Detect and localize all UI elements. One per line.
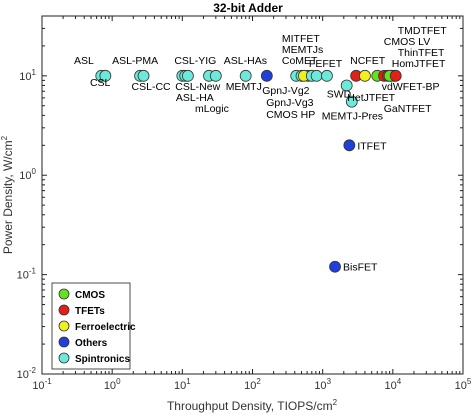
legend-marker: [58, 336, 70, 348]
y-tick-base: 10: [17, 369, 29, 381]
point-label: CSL-CC: [132, 81, 172, 93]
x-axis-label: Throughput Density, TIOPS/cm2: [167, 398, 338, 413]
legend-marker: [58, 304, 70, 316]
x-tick-label: 10-1: [32, 377, 52, 392]
legend-marker: [58, 352, 70, 364]
y-tick-exp: -1: [29, 267, 37, 276]
x-tick-exp: 0: [116, 377, 121, 386]
data-point: [329, 260, 341, 273]
data-point: [310, 69, 323, 82]
point-label: mLogic: [195, 103, 229, 115]
point-label: CSL-New: [175, 81, 220, 93]
point-label: GpnJ-Vg2: [262, 85, 309, 97]
point-label: SWD: [327, 88, 352, 100]
x-tick-exp: -1: [45, 377, 53, 386]
y-tick-label: 10-2: [17, 366, 37, 381]
data-point: [99, 69, 112, 82]
legend-label: Ferroelectric: [75, 322, 136, 333]
y-axis-label-text: Power Density, W/cm: [1, 140, 15, 254]
x-tick-base: 10: [174, 380, 186, 392]
x-tick-base: 10: [104, 380, 116, 392]
x-tick-label: 100: [104, 377, 121, 392]
point-label: ASL: [74, 55, 94, 67]
point-label: ASL-PMA: [112, 55, 158, 67]
x-tick-exp: 3: [327, 377, 332, 386]
x-tick-label: 101: [174, 377, 191, 392]
data-point: [343, 139, 356, 152]
point-label: ASL-HAs: [224, 55, 267, 67]
data-point: [389, 69, 402, 82]
point-label: CMOS HP: [266, 109, 315, 121]
x-tick-exp: 5: [467, 377, 472, 386]
x-axis-label-text: Throughput Density, TIOPS/cm: [167, 399, 333, 413]
data-point: [181, 69, 194, 82]
y-tick-label: 10-1: [17, 267, 37, 282]
x-tick-base: 10: [384, 380, 396, 392]
point-label: BisFET: [343, 262, 378, 274]
chart-title: 32-bit Adder: [213, 1, 283, 15]
point-label: vdWFET-BP: [382, 81, 440, 93]
x-tick-exp: 2: [256, 377, 261, 386]
y-tick-base: 10: [19, 71, 31, 83]
y-axis-label: Power Density, W/cm2: [0, 135, 15, 254]
point-label: GpnJ-Vg3: [266, 97, 313, 109]
y-tick-exp: 1: [32, 68, 37, 77]
point-label: HetJTFET: [347, 92, 395, 104]
y-tick-exp: 0: [32, 167, 37, 176]
data-point: [260, 69, 273, 82]
x-tick-label: 102: [244, 377, 261, 392]
point-label: MEMTJ: [226, 81, 262, 93]
point-label: CoMET: [282, 55, 318, 67]
data-point: [359, 69, 371, 82]
point-label: ThinTFET: [398, 47, 445, 59]
data-point: [239, 69, 252, 82]
legend: CMOS TFETs Ferroelectric Others Spintronics: [51, 282, 136, 370]
x-tick-label: 104: [384, 377, 401, 392]
x-tick-base: 10: [244, 380, 256, 392]
point-label: MITFET: [282, 33, 320, 45]
data-point: [321, 69, 333, 82]
x-tick-base: 10: [32, 380, 44, 392]
point-label: MEMTJs: [282, 44, 323, 56]
legend-label: Others: [75, 338, 108, 349]
point-label: MEMTJ-Pres: [322, 111, 383, 123]
x-tick-exp: 4: [397, 377, 402, 386]
data-point: [345, 95, 358, 108]
y-tick-label: 100: [19, 167, 36, 182]
data-point: [209, 69, 222, 82]
y-axis-label-sup: 2: [0, 135, 9, 140]
x-tick-label: 103: [314, 377, 331, 392]
x-tick-label: 105: [455, 377, 472, 392]
point-label: TMDTFET: [398, 25, 448, 37]
legend-label: Spintronics: [75, 354, 130, 365]
point-label: CSL-YIG: [174, 55, 216, 67]
y-tick-label: 101: [19, 68, 36, 83]
data-point: [137, 69, 150, 82]
x-axis-label-sup: 2: [333, 398, 338, 407]
point-label: ITFET: [357, 140, 387, 152]
data-points: [95, 69, 402, 273]
x-tick-exp: 1: [186, 377, 191, 386]
x-tick-base: 10: [455, 380, 467, 392]
legend-label: CMOS: [75, 290, 105, 301]
legend-label: TFETs: [75, 306, 105, 317]
point-label: ASL-HA: [176, 92, 214, 104]
data-point: [340, 79, 353, 92]
x-tick-base: 10: [314, 380, 326, 392]
legend-marker: [58, 288, 70, 300]
point-label: HomJTFET: [392, 58, 446, 70]
y-tick-exp: -2: [29, 366, 37, 375]
point-label: CSL: [90, 77, 111, 89]
point-label: NCFET: [350, 55, 386, 67]
legend-marker: [58, 320, 70, 332]
point-label: CMOS LV: [384, 36, 430, 48]
y-tick-base: 10: [19, 170, 31, 182]
y-tick-base: 10: [17, 270, 29, 282]
point-label: FEFET: [309, 58, 343, 70]
point-label: GaNTFET: [384, 103, 432, 115]
